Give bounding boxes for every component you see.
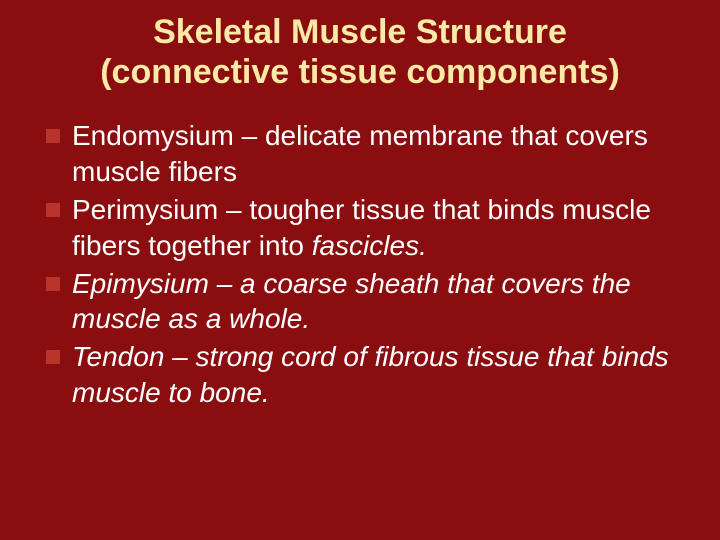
bullet-text: Endomysium – delicate membrane that cove… [72, 118, 686, 190]
list-item: Endomysium – delicate membrane that cove… [46, 118, 686, 190]
term: Epimysium [72, 268, 209, 299]
bullet-text: Tendon – strong cord of fibrous tissue t… [72, 339, 686, 411]
term: Endomysium [72, 120, 234, 151]
list-item: Epimysium – a coarse sheath that covers … [46, 266, 686, 338]
bullet-text: Perimysium – tougher tissue that binds m… [72, 192, 686, 264]
title-line-1: Skeletal Muscle Structure [153, 13, 567, 51]
title-line-2: (connective tissue components) [100, 53, 620, 91]
bullet-icon [46, 277, 60, 291]
slide-title: Skeletal Muscle Structure (connective ti… [34, 12, 686, 92]
bullet-icon [46, 129, 60, 143]
term: Tendon [72, 341, 164, 372]
definition-italic: fascicles. [312, 230, 427, 261]
term: Perimysium [72, 194, 218, 225]
bullet-icon [46, 203, 60, 217]
bullet-text: Epimysium – a coarse sheath that covers … [72, 266, 686, 338]
bullet-list: Endomysium – delicate membrane that cove… [34, 118, 686, 411]
list-item: Tendon – strong cord of fibrous tissue t… [46, 339, 686, 411]
list-item: Perimysium – tougher tissue that binds m… [46, 192, 686, 264]
bullet-icon [46, 350, 60, 364]
slide: Skeletal Muscle Structure (connective ti… [0, 0, 720, 540]
